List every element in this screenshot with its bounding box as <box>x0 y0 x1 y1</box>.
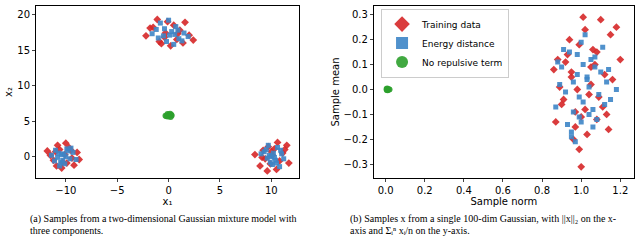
svg-text:0.6: 0.6 <box>495 185 511 196</box>
svg-text:No repulsive term: No repulsive term <box>422 58 502 68</box>
svg-text:0.3: 0.3 <box>352 9 368 20</box>
svg-text:Sample norm: Sample norm <box>471 196 538 207</box>
svg-text:0.0: 0.0 <box>352 84 368 95</box>
svg-text:1.0: 1.0 <box>573 185 589 196</box>
svg-text:−5: −5 <box>110 185 125 196</box>
svg-text:10: 10 <box>17 80 30 91</box>
svg-text:10: 10 <box>265 185 278 196</box>
svg-text:−0.1: −0.1 <box>344 109 368 120</box>
svg-text:−10: −10 <box>55 185 76 196</box>
svg-text:Energy distance: Energy distance <box>422 39 495 49</box>
html-text:(b) Samples x from a single 10: (b) Samples x from a single 100-dim Gaus… <box>350 213 617 236</box>
svg-text:−0.3: −0.3 <box>344 159 368 170</box>
svg-text:15: 15 <box>17 45 30 56</box>
svg-text:0.2: 0.2 <box>417 185 433 196</box>
svg-text:Training data: Training data <box>421 20 481 30</box>
svg-text:0.2: 0.2 <box>352 34 368 45</box>
svg-text:0: 0 <box>165 185 171 196</box>
svg-text:0: 0 <box>24 151 30 162</box>
svg-text:5: 5 <box>217 185 223 196</box>
svg-text:Sample mean: Sample mean <box>330 57 341 126</box>
svg-text:−0.2: −0.2 <box>344 134 368 145</box>
svg-text:0.1: 0.1 <box>352 59 368 70</box>
svg-text:20: 20 <box>17 9 30 20</box>
svg-text:0.4: 0.4 <box>456 185 472 196</box>
svg-text:x₁: x₁ <box>163 196 173 207</box>
svg-text:0.8: 0.8 <box>534 185 550 196</box>
svg-text:x₂: x₂ <box>3 87 14 97</box>
svg-text:1.2: 1.2 <box>612 185 628 196</box>
html-text:(a) Samples from a two-dimensi: (a) Samples from a two-dimensional Gauss… <box>30 213 297 236</box>
svg-text:0.0: 0.0 <box>378 185 394 196</box>
svg-text:5: 5 <box>24 116 30 127</box>
